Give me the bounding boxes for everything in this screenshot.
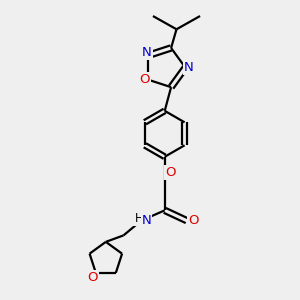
Text: H: H (134, 212, 143, 225)
Text: N: N (184, 61, 194, 74)
Text: O: O (165, 166, 175, 178)
Text: O: O (88, 271, 98, 284)
Text: O: O (188, 214, 199, 227)
Text: O: O (139, 73, 150, 86)
Text: N: N (142, 46, 152, 59)
Text: N: N (142, 214, 151, 227)
